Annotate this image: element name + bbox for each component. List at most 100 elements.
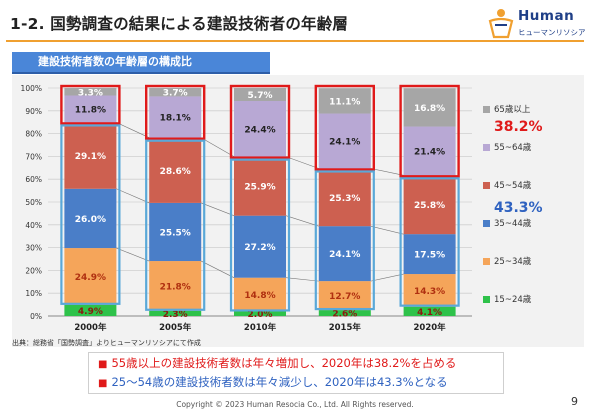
company-logo: Human ヒューマンリソシア [486, 7, 586, 41]
bar-segment-55~64歳 [318, 113, 371, 169]
legend-label: 65歳以上 [494, 104, 531, 115]
legend-swatch-45~54歳 [483, 182, 490, 189]
legend-swatch-25~34歳 [483, 258, 490, 265]
bar-segment-45~54歳 [64, 122, 117, 189]
bar-segment-45~54歳 [403, 175, 456, 235]
bar-segment-35~44歳 [64, 188, 117, 249]
data-label: 2.6% [332, 310, 357, 320]
data-label: 16.8% [414, 104, 445, 114]
bar-segment-65歳以上 [64, 88, 117, 96]
data-label: 28.6% [160, 167, 191, 177]
legend-label: 15~24歳 [494, 294, 532, 305]
data-label: 2.3% [163, 310, 188, 320]
data-label: 21.8% [160, 282, 191, 292]
bar-segment-65歳以上 [318, 88, 371, 114]
series-connector [116, 122, 150, 138]
data-label: 4.1% [417, 308, 442, 318]
data-label: 14.8% [244, 291, 275, 301]
copyright-footer: Copyright © 2023 Human Resocia Co., Ltd.… [176, 400, 414, 409]
data-label: 24.1% [329, 138, 360, 148]
bar-segment-15~24歳 [234, 311, 286, 316]
highlight-box-25-54 [314, 170, 375, 311]
series-connector [201, 202, 235, 216]
bar-segment-25~34歳 [234, 277, 286, 312]
data-label: 11.8% [75, 105, 106, 115]
logo-subtitle: ヒューマンリソシア [518, 28, 586, 37]
data-label: 11.1% [329, 97, 360, 107]
summary-note-2: ■ 25～54歳の建設技術者数は年々減少し、2020年は43.3%となる [98, 374, 448, 390]
callout-55plus-share: 38.2% [494, 119, 543, 135]
data-label: 26.0% [75, 215, 106, 225]
data-label: 24.4% [244, 125, 275, 135]
series-connector [201, 260, 235, 278]
y-tick-label: 0% [30, 312, 42, 321]
y-tick-label: 10% [25, 289, 42, 298]
bar-segment-25~34歳 [403, 274, 456, 307]
highlight-box-55plus [229, 84, 291, 159]
bar-segment-45~54歳 [149, 137, 202, 203]
logo-wordmark: Human [518, 8, 575, 24]
highlight-box-55plus [60, 84, 121, 125]
highlight-box-25-54 [399, 177, 460, 307]
data-label: 4.9% [78, 307, 103, 317]
series-connector [116, 188, 150, 204]
highlight-box-55plus [144, 84, 206, 140]
bar-segment-55~64歳 [403, 126, 456, 176]
bullet-square-icon: ■ [98, 359, 108, 370]
legend-label: 55~64歳 [494, 142, 532, 153]
series-connector [285, 215, 319, 227]
bar-segment-35~44歳 [234, 215, 286, 278]
legend-swatch-55~64歳 [483, 144, 490, 151]
bullet-square-icon: ■ [98, 378, 108, 389]
data-label: 3.7% [163, 89, 188, 99]
data-label: 2.0% [248, 310, 273, 320]
y-tick-label: 100% [21, 84, 42, 93]
data-label: 27.2% [244, 243, 275, 253]
data-label: 12.7% [329, 292, 360, 302]
series-connector [116, 247, 150, 262]
data-label: 21.4% [414, 147, 445, 157]
legend-label: 35~44歳 [494, 218, 532, 229]
bar-segment-55~64歳 [149, 96, 202, 138]
title-divider [6, 40, 584, 42]
highlight-box-55plus [399, 84, 460, 178]
data-label: 14.3% [414, 287, 445, 297]
bar-segment-15~24歳 [318, 310, 371, 316]
data-label: 25.3% [329, 194, 360, 204]
page-number: 9 [571, 395, 578, 408]
legend-swatch-35~44歳 [483, 220, 490, 227]
bar-segment-45~54歳 [234, 156, 286, 216]
y-tick-label: 30% [25, 244, 42, 253]
series-connector [201, 137, 235, 157]
bar-segment-35~44歳 [403, 234, 456, 275]
series-connector [370, 168, 404, 176]
series-connector [370, 225, 404, 235]
y-tick-label: 90% [25, 107, 42, 116]
y-tick-label: 50% [25, 198, 42, 207]
series-connector [285, 277, 319, 282]
legend-swatch-65歳以上 [483, 106, 490, 113]
page-title: 1-2. 国勢調査の結果による建設技術者の年齢層 [10, 15, 349, 33]
data-label: 24.1% [329, 250, 360, 260]
series-connector [285, 156, 319, 169]
bar-segment-65歳以上 [234, 88, 286, 101]
data-label: 24.9% [75, 273, 106, 283]
data-label: 5.7% [248, 91, 273, 101]
y-tick-label: 80% [25, 130, 42, 139]
x-tick-label: 2005年 [159, 322, 192, 333]
bar-segment-45~54歳 [318, 168, 371, 227]
summary-note-2-text: 25～54歳の建設技術者数は年々減少し、2020年は43.3%となる [111, 375, 448, 389]
data-label: 3.3% [78, 88, 103, 98]
data-label: 17.5% [414, 251, 445, 261]
x-tick-label: 2020年 [414, 322, 447, 333]
summary-note-1-text: 55歳以上の建設技術者数は年々増加し、2020年は38.2%を占める [111, 356, 457, 370]
bar-segment-25~34歳 [318, 281, 371, 311]
x-tick-label: 2015年 [329, 322, 362, 333]
highlight-box-25-54 [60, 124, 121, 305]
section-banner: 建設技術者数の年齢層の構成比 [12, 52, 270, 72]
data-label: 29.1% [75, 152, 106, 162]
y-tick-label: 70% [25, 152, 42, 161]
data-label: 25.9% [244, 183, 275, 193]
bar-segment-65歳以上 [403, 88, 456, 127]
